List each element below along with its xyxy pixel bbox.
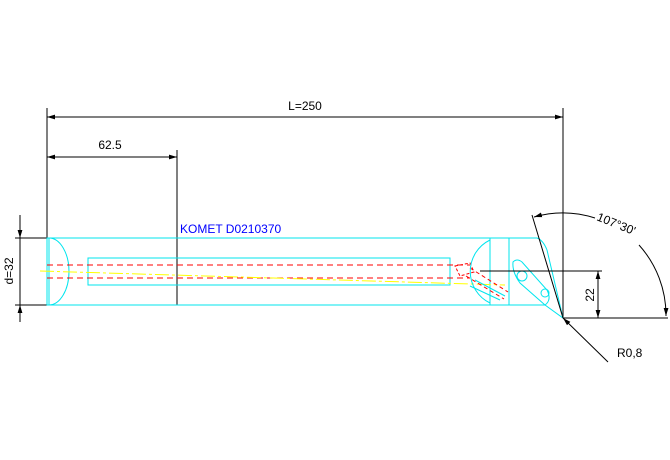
radius-label: R0,8 [617, 346, 643, 360]
angle-label: 107°30' [595, 210, 638, 238]
radius-leader: R0,8 [562, 317, 643, 363]
offset-dimension: 22 [480, 270, 668, 319]
partial-length-dimension: 62.5 [47, 138, 178, 305]
tool-label: KOMET D0210370 [180, 222, 281, 236]
angle-dimension: 107°30' [531, 210, 669, 319]
tool-head [469, 237, 564, 320]
tool-shank [46, 237, 491, 306]
diameter-dimension: d=32 [2, 215, 47, 322]
offset-label: 22 [583, 288, 597, 302]
length-label: L=250 [288, 99, 322, 113]
coolant-channel [39, 262, 509, 300]
length-dimension: L=250 [46, 99, 564, 318]
diameter-label: d=32 [2, 257, 16, 284]
partial-length-label: 62.5 [98, 138, 122, 152]
